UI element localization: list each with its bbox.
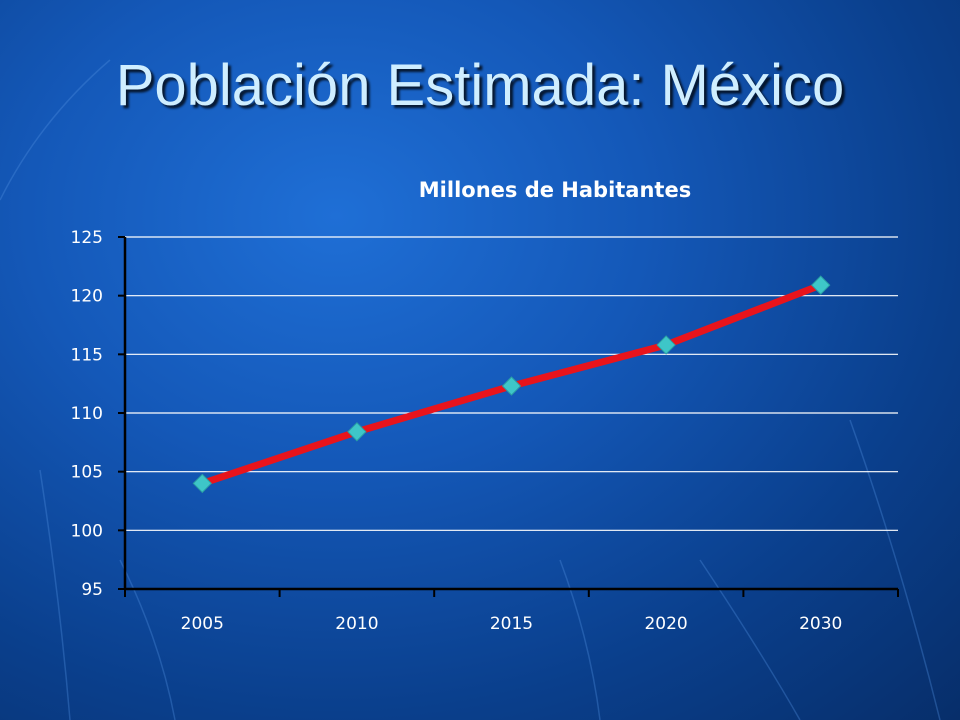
y-tick-label: 120 xyxy=(71,287,103,307)
y-tick-label: 95 xyxy=(81,580,103,600)
data-point-2020 xyxy=(656,335,676,355)
y-tick-label: 105 xyxy=(71,463,103,483)
y-tick-label: 115 xyxy=(71,345,103,365)
data-point-2030 xyxy=(810,275,831,295)
x-tick-label-2020: 2020 xyxy=(644,614,687,634)
chart-title: Millones de Habitantes xyxy=(418,178,692,202)
slide-title: Población Estimada: México xyxy=(115,53,845,118)
y-tick-label: 125 xyxy=(71,228,103,248)
y-tick-label: 100 xyxy=(71,521,103,541)
data-point-2015 xyxy=(501,376,522,396)
data-point-2010 xyxy=(347,422,367,442)
data-point-2005 xyxy=(192,473,213,494)
x-tick-label-2030: 2030 xyxy=(799,614,842,634)
x-tick-label-2015: 2015 xyxy=(490,614,533,634)
y-tick-label: 110 xyxy=(71,404,103,424)
x-tick-label-2005: 2005 xyxy=(181,614,224,634)
x-tick-label-2010: 2010 xyxy=(335,614,378,634)
